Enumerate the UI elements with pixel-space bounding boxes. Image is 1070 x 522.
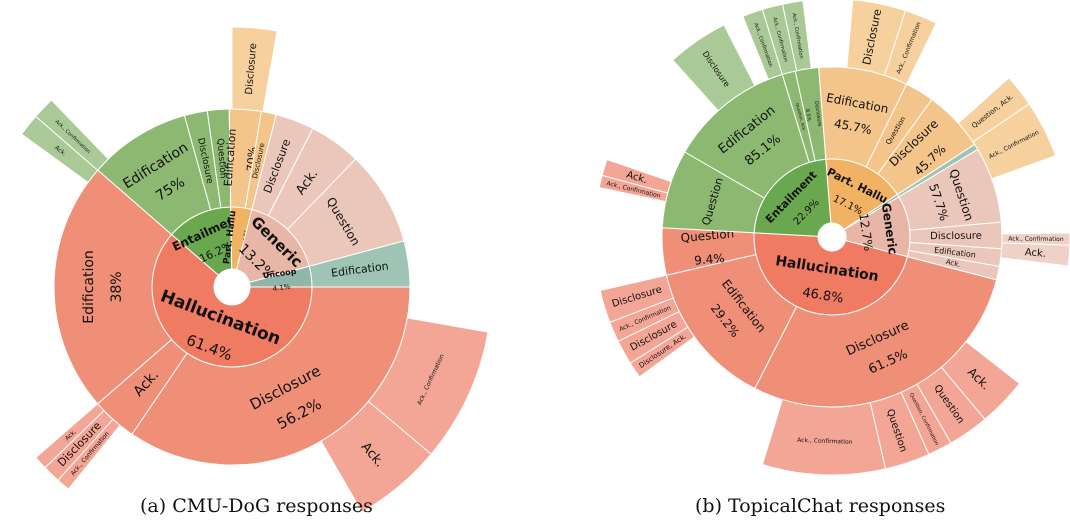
- slice-label-uncoop: Uncoop4.1%: [262, 266, 299, 294]
- slice-ack-confirmation: [761, 398, 887, 476]
- center-hole: [818, 223, 846, 251]
- slice-label-disclosure: Disclosure: [244, 43, 259, 95]
- slice-ack-confirmation: [35, 99, 110, 171]
- slice-ack: [906, 249, 1000, 281]
- slice-edification: [308, 240, 411, 288]
- caption-topicalchat: (b) TopicalChat responses: [695, 495, 946, 517]
- slice-label-ack-confirmation: Ack., Confirmation: [1008, 235, 1064, 242]
- slice-label-ack-confirmation: Ack., Confirmation: [797, 436, 853, 445]
- slice-label-question: Question: [215, 138, 228, 179]
- slice-label-edification: Edification 38%: [81, 250, 125, 324]
- sunburst-chart-cmu-dog: Hallucination61.4%Disclosure56.2%Ack., C…: [20, 26, 489, 513]
- slice-label-disclosure: Disclosure: [930, 231, 982, 242]
- slice-ack-confirmation: [781, 0, 812, 72]
- slice-disclosure: [672, 24, 756, 112]
- slice-edification: [53, 169, 173, 405]
- center-hole: [214, 269, 250, 305]
- caption-cmu-dog: (a) CMU-DoG responses: [140, 495, 373, 517]
- slice-label-ack: Ack.: [945, 258, 961, 269]
- slice-label-disclosure: Disclosure8.5%: [803, 100, 823, 128]
- slice-ack: [320, 400, 432, 513]
- sunburst-chart-topicalchat: Hallucination46.8%Disclosure61.5%Ack.Que…: [598, 0, 1070, 476]
- slice-label-ack: Ack.: [1024, 247, 1046, 260]
